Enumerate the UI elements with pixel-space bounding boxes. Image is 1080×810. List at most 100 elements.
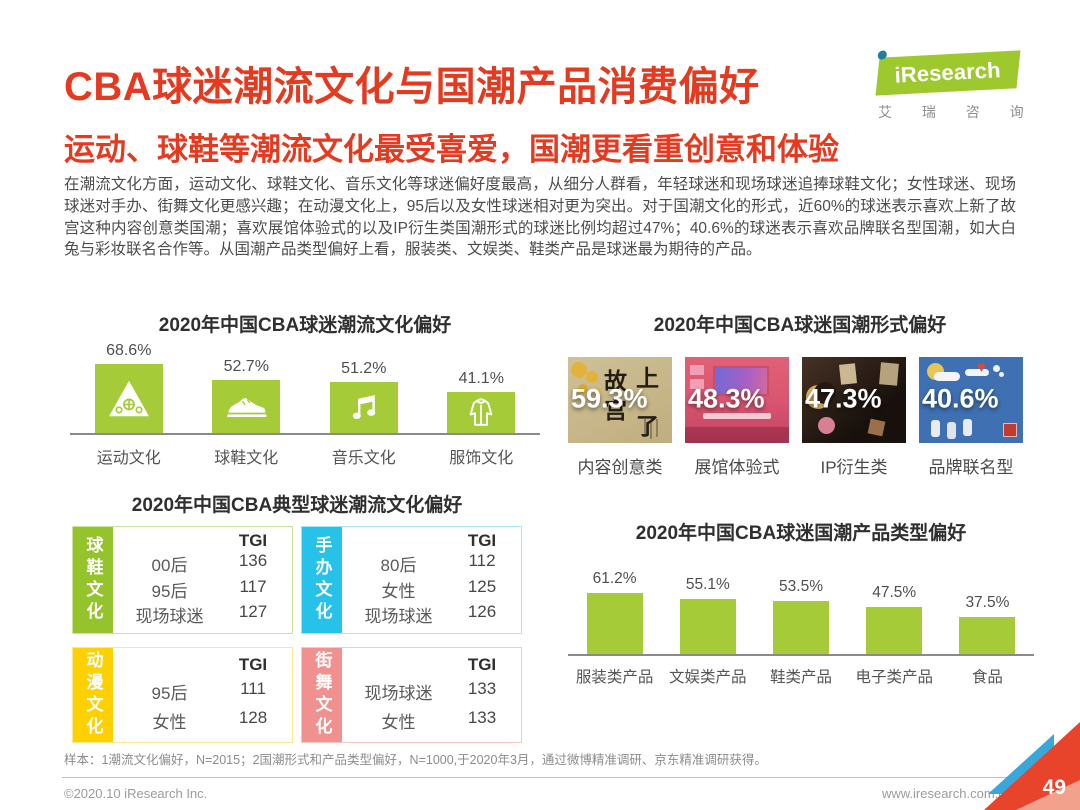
crescent-decoration [806,382,836,409]
calligraphy-char: 故 [604,369,627,394]
bar-column: 52.7% [188,358,306,433]
bar-column: 53.5% [754,577,847,654]
table-row: 现场球迷 133 [364,679,497,703]
cosmetic-decoration [818,417,835,434]
chart-guochao-form-title: 2020年中国CBA球迷国潮形式偏好 [653,315,947,336]
floor-decoration [685,427,789,443]
bar-apparel-culture [447,391,516,433]
balloon-decoration [993,365,1000,372]
tgi-group-body: TGI 95后 111 女性 128 [113,648,292,742]
jacket-icon [469,398,493,427]
table-row: 80后 112 [380,551,496,576]
photo-value-label: 48.3% [688,383,765,414]
sneaker-icon [227,398,267,418]
bar-column: 68.6% [70,342,188,433]
bar-column: 61.2% [568,570,661,654]
bar-food-products [959,616,1016,654]
category-label: 音乐文化 [331,450,396,467]
bottle-decoration [931,420,940,437]
chart-product-type: 2020年中国CBA球迷国潮产品类型偏好 61.2% 55.1% 53.5% 4… [568,518,1034,687]
page-subtitle: 运动、球鞋等潮流文化最受喜爱，国潮更看重创意和体验 [64,132,839,167]
chart-guochao-form-categories: 内容创意类 展馆体验式 IP衍生类 品牌联名型 [568,453,1032,478]
chart-guochao-form: 2020年中国CBA球迷国潮形式偏好 故 上 宫 了 59.3% 48.3% 4… [568,310,1032,478]
photo-brand-collab: 40.6% [919,357,1023,443]
cloud-decoration [934,372,960,381]
bar-value-label: 47.5% [872,583,917,601]
website-link[interactable]: www.iresearch.com.cn [881,786,1012,801]
calligraphy-char: 上 [636,366,659,391]
bar-column: 47.5% [848,583,941,654]
sample-footnote: 样本：1潮流文化偏好，N=2015；2国潮形式和产品类型偏好，N=1000,于2… [64,753,767,767]
category-label: 服装类产品 [575,669,654,686]
tgi-group-header: 街舞文化 [302,648,342,742]
wall-frames-decoration [690,365,704,375]
table-row: 95后 117 [151,576,267,601]
footer-divider [62,777,1017,778]
table-row: 95后 111 [151,679,266,703]
bar-value-label: 53.5% [779,577,823,595]
category-label: 文娱类产品 [669,669,747,686]
bar-sneaker-culture [212,380,281,433]
table-row: 女性 128 [152,708,268,732]
bar-column: 41.1% [423,370,541,433]
stage-screen-decoration [713,366,769,396]
chart-trend-culture-plot: 68.6% 52.7% 51.2 [70,341,540,435]
tgi-group-sneaker: 球鞋文化 TGI 00后 136 95后 117 现场球迷 127 [72,526,293,634]
photo-row: 故 上 宫 了 59.3% 48.3% 47.3% [568,357,1032,443]
chart-trend-culture: 2020年中国CBA球迷潮流文化偏好 68.6% 52.7% [70,310,540,468]
category-label: IP衍生类 [820,458,888,477]
category-label: 展馆体验式 [694,458,780,477]
page-title: CBA球迷潮流文化与国潮产品消费偏好 [64,65,760,109]
logo-dot-icon [877,50,888,60]
sports-triangle-icon [108,380,149,416]
bar-entertainment-products [679,598,736,654]
tgi-group-body: TGI 80后 112 女性 125 现场球迷 126 [342,527,521,633]
table-row: 00后 136 [151,551,268,576]
chart-product-type-categories: 服装类产品 文娱类产品 鞋类产品 电子类产品 食品 [568,665,1034,687]
page-number: 49 [1042,776,1066,799]
category-label: 鞋类产品 [770,669,833,686]
chart-trend-culture-title: 2020年中国CBA球迷潮流文化偏好 [158,315,452,336]
tgi-group-header: 球鞋文化 [73,527,113,633]
category-label: 内容创意类 [577,458,663,477]
page-corner-decoration: 49 [950,710,1080,810]
table-row: 现场球迷 127 [135,602,268,627]
photo-exhibition: 48.3% [685,357,789,443]
bar-music-culture [329,381,398,433]
bar-shoe-products [773,600,829,654]
bar-column: 55.1% [661,576,754,654]
iresearch-logo: iResearch 艾 瑞 咨 询 [875,50,1028,122]
category-label: 球鞋文化 [214,450,279,467]
bar-value-label: 41.1% [458,369,504,387]
heart-icon [977,361,991,375]
table-row: 女性 133 [381,708,497,732]
bar-value-label: 51.2% [341,359,387,377]
tgi-header: TGI [238,530,268,550]
intro-paragraph: 在潮流文化方面，运动文化、球鞋文化、音乐文化等球迷偏好度最高，从细分人群看，年轻… [64,176,1016,259]
tgi-group-anime: 动漫文化 TGI 95后 111 女性 128 [72,647,293,743]
category-label: 食品 [971,669,1003,686]
flower-decoration [571,362,587,378]
tgi-group-figurine: 手办文化 TGI 80后 112 女性 125 现场球迷 126 [301,526,522,634]
chart-trend-culture-categories: 运动文化 球鞋文化 音乐文化 服饰文化 [70,444,540,468]
bar-sport-culture [94,364,163,433]
category-label: 服饰文化 [449,450,514,467]
table-typical-fans-title: 2020年中国CBA典型球迷潮流文化偏好 [131,495,463,516]
tgi-header: TGI [467,655,497,674]
category-label: 电子类产品 [855,669,933,686]
tgi-group-body: TGI 现场球迷 133 女性 133 [342,648,521,742]
tgi-table-grid: 球鞋文化 TGI 00后 136 95后 117 现场球迷 127 手办文化 TGI … [72,526,522,743]
tgi-group-header: 动漫文化 [73,648,113,742]
bar-value-label: 68.6% [106,342,152,360]
stamp-decoration [1003,423,1017,437]
bar-apparel-products [586,592,643,654]
tgi-group-streetdance: 街舞文化 TGI 现场球迷 133 女性 133 [301,647,522,743]
table-header-row: TGI [346,655,513,675]
tgi-header: TGI [238,655,268,674]
chart-product-type-plot: 61.2% 55.1% 53.5% 47.5% 37.5% [568,569,1034,656]
logo-brand-text: iResearch [894,57,1002,88]
photo-value-label: 59.3% [571,383,648,414]
tgi-group-header: 手办文化 [302,527,342,633]
table-row: 女性 125 [381,576,497,601]
bar-value-label: 52.7% [223,358,269,376]
